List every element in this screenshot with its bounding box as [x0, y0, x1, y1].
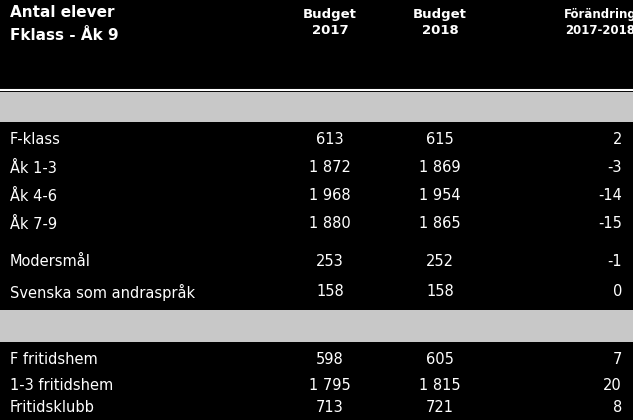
Bar [0, 310, 633, 342]
Text: Åk 4-6: Åk 4-6 [10, 189, 57, 204]
Text: 20: 20 [603, 378, 622, 393]
Text: 1 795: 1 795 [309, 378, 351, 393]
Text: 1 869: 1 869 [419, 160, 461, 176]
Text: 605: 605 [426, 352, 454, 368]
Text: F fritidshem: F fritidshem [10, 352, 97, 368]
Text: 253: 253 [316, 255, 344, 270]
Text: 598: 598 [316, 352, 344, 368]
Text: 721: 721 [426, 401, 454, 415]
Text: Antal elever: Antal elever [10, 5, 115, 20]
Text: Fklass - Åk 9: Fklass - Åk 9 [10, 28, 118, 43]
Text: 2: 2 [613, 132, 622, 147]
Text: 1 865: 1 865 [419, 216, 461, 231]
Bar [0, 92, 633, 122]
Text: 1-3 fritidshem: 1-3 fritidshem [10, 378, 113, 393]
Text: 8: 8 [613, 401, 622, 415]
Text: 613: 613 [316, 132, 344, 147]
Text: 1 872: 1 872 [309, 160, 351, 176]
Text: 158: 158 [316, 284, 344, 299]
Text: Budget
2017: Budget 2017 [303, 8, 357, 37]
Text: Modersmål: Modersmål [10, 255, 91, 270]
Text: -14: -14 [598, 189, 622, 204]
Text: Fritidsklubb: Fritidsklubb [10, 401, 95, 415]
Text: 1 880: 1 880 [309, 216, 351, 231]
Text: 1 954: 1 954 [419, 189, 461, 204]
Text: 158: 158 [426, 284, 454, 299]
Text: F-klass: F-klass [10, 132, 61, 147]
Text: 252: 252 [426, 255, 454, 270]
Text: Budget
2018: Budget 2018 [413, 8, 467, 37]
Text: Förändring
2017-2018: Förändring 2017-2018 [563, 8, 633, 37]
Text: 615: 615 [426, 132, 454, 147]
Text: -3: -3 [608, 160, 622, 176]
Text: 7: 7 [613, 352, 622, 368]
Text: 713: 713 [316, 401, 344, 415]
Text: 1 815: 1 815 [419, 378, 461, 393]
Text: -15: -15 [598, 216, 622, 231]
Text: Åk 7-9: Åk 7-9 [10, 216, 57, 231]
Text: Åk 1-3: Åk 1-3 [10, 160, 57, 176]
Text: 0: 0 [613, 284, 622, 299]
Text: Svenska som andraspråk: Svenska som andraspråk [10, 284, 195, 300]
Text: -1: -1 [608, 255, 622, 270]
Text: 1 968: 1 968 [309, 189, 351, 204]
